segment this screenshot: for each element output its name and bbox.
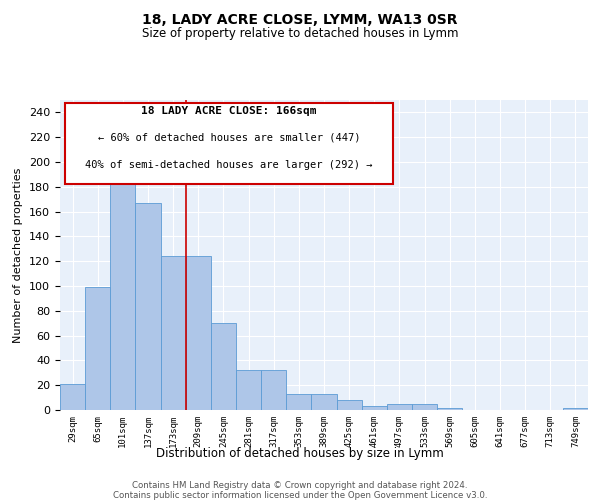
Text: Contains public sector information licensed under the Open Government Licence v3: Contains public sector information licen…: [113, 491, 487, 500]
Bar: [110, 170, 136, 410]
Text: ← 60% of detached houses are smaller (447): ← 60% of detached houses are smaller (44…: [98, 132, 360, 142]
Bar: [311, 394, 337, 410]
Text: 18, LADY ACRE CLOSE, LYMM, WA13 0SR: 18, LADY ACRE CLOSE, LYMM, WA13 0SR: [142, 12, 458, 26]
Bar: [437, 408, 462, 410]
Bar: [563, 408, 588, 410]
Bar: [136, 203, 161, 410]
Text: 18 LADY ACRE CLOSE: 166sqm: 18 LADY ACRE CLOSE: 166sqm: [141, 106, 317, 116]
Text: Distribution of detached houses by size in Lymm: Distribution of detached houses by size …: [156, 448, 444, 460]
Text: Contains HM Land Registry data © Crown copyright and database right 2024.: Contains HM Land Registry data © Crown c…: [132, 481, 468, 490]
Bar: [211, 323, 236, 410]
Text: 40% of semi-detached houses are larger (292) →: 40% of semi-detached houses are larger (…: [85, 160, 373, 170]
Bar: [60, 384, 85, 410]
Bar: [161, 256, 186, 410]
Y-axis label: Number of detached properties: Number of detached properties: [13, 168, 23, 342]
Bar: [412, 404, 437, 410]
Text: Size of property relative to detached houses in Lymm: Size of property relative to detached ho…: [142, 28, 458, 40]
Bar: [85, 287, 110, 410]
Bar: [362, 406, 387, 410]
FancyBboxPatch shape: [65, 103, 392, 184]
Bar: [261, 370, 286, 410]
Bar: [186, 256, 211, 410]
Bar: [387, 404, 412, 410]
Bar: [337, 400, 362, 410]
Bar: [286, 394, 311, 410]
Bar: [236, 370, 261, 410]
